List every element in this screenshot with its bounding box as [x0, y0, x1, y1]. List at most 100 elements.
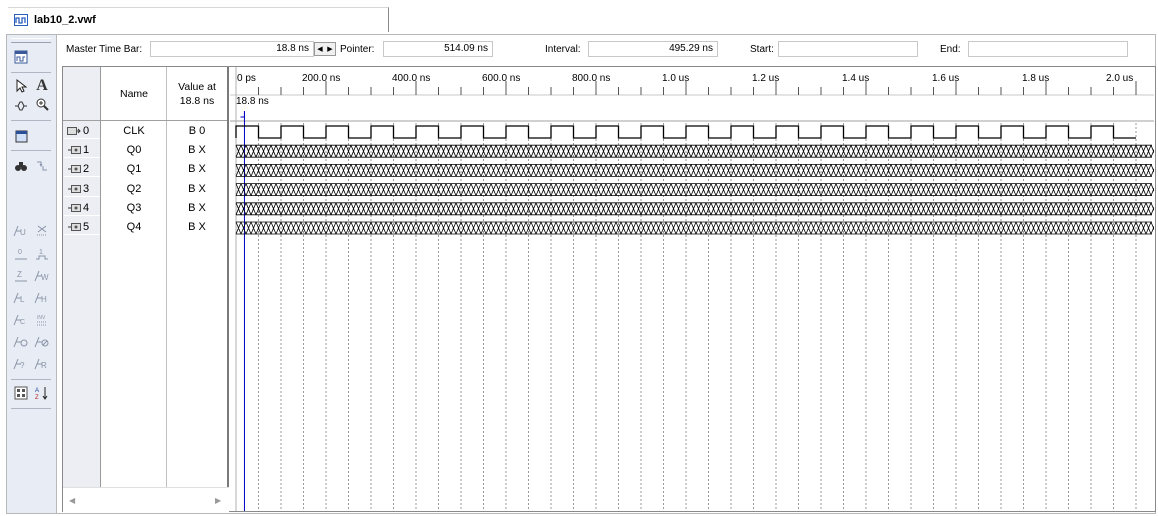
clock-value-icon[interactable] [11, 333, 31, 351]
signal-index-2[interactable]: 2 [64, 162, 100, 178]
weak-low-icon[interactable]: Z [11, 267, 31, 285]
count-value-icon[interactable]: C [11, 311, 31, 329]
arrow-right-icon[interactable]: ▶ [327, 46, 333, 53]
arbitrary-value-icon[interactable] [32, 333, 52, 351]
unknown-waveform-q3[interactable] [235, 202, 1154, 215]
waveform-select-icon[interactable] [11, 97, 31, 115]
signal-name[interactable]: Q0 [126, 144, 142, 157]
waveform-display[interactable]: 0 ps 200.0 ns 400.0 ns 600.0 ns 800.0 ns 1.0 … [230, 67, 1154, 511]
output-pin-icon [68, 184, 81, 193]
master-marker-label: 18.8 ns [236, 96, 269, 107]
end-field[interactable] [968, 41, 1128, 57]
high-impedance-icon[interactable]: H [32, 289, 52, 307]
signal-index-3[interactable]: 3 [64, 182, 100, 197]
arrow-left-icon[interactable]: ◀ [317, 46, 323, 53]
group-icon[interactable] [11, 384, 31, 402]
forcing-unknown-icon[interactable]: R [32, 355, 52, 373]
document-tab-bar: lab10_2.vwf [0, 0, 1158, 34]
signal-name[interactable]: Q3 [126, 201, 142, 214]
document-tab[interactable]: lab10_2.vwf [8, 7, 389, 32]
palette-separator [11, 379, 51, 380]
signal-index-number: 1 [83, 144, 90, 157]
name-column-header[interactable]: Name [101, 67, 167, 121]
forcing-low-icon[interactable]: 0 [11, 245, 31, 263]
uninitialized-icon[interactable]: U [11, 222, 31, 240]
value-header-line1: Value at [178, 80, 216, 93]
signal-index-1[interactable]: 1 [64, 143, 100, 159]
name-pane-scrollbar[interactable]: ◀ ▶ [63, 487, 229, 512]
select-pointer-icon[interactable] [11, 77, 31, 95]
start-label: Start: [750, 44, 774, 55]
signal-name[interactable]: Q2 [126, 182, 142, 195]
value-column [167, 67, 229, 487]
time-tick-label: 0 ps [237, 73, 256, 84]
find-icon[interactable] [11, 157, 31, 175]
waveform-editor-icon[interactable] [11, 48, 31, 66]
svg-text:INV: INV [37, 315, 46, 321]
weak-unknown-icon[interactable]: L [11, 289, 31, 307]
start-field[interactable] [778, 41, 918, 57]
tool-palette: A U 0 1 Z W L H C INV [7, 35, 57, 513]
zoom-icon[interactable] [32, 95, 52, 113]
name-header-text: Name [119, 87, 148, 100]
scroll-right-icon[interactable]: ▶ [215, 496, 222, 505]
master-time-bar-label: Master Time Bar: [66, 44, 143, 55]
input-pin-icon [67, 127, 81, 135]
signal-name[interactable]: Q4 [126, 221, 142, 233]
signal-index-5[interactable]: 5 [64, 220, 100, 235]
svg-text:R: R [41, 361, 47, 370]
signal-value: B X [188, 144, 206, 157]
time-tick-label: 800.0 ns [572, 73, 610, 84]
value-column-header[interactable]: Value at 18.8 ns [167, 67, 227, 121]
master-time-bar-field[interactable]: 18.8 ns [150, 41, 314, 57]
clk-waveform[interactable] [235, 125, 1136, 139]
time-bar-header: Master Time Bar: 18.8 ns ◀ ▶ Pointer: 51… [58, 38, 1154, 62]
signal-index-number: 2 [83, 163, 90, 176]
end-label: End: [940, 44, 961, 55]
unknown-waveform-q2[interactable] [235, 183, 1154, 196]
invert-icon[interactable]: INV [32, 311, 52, 329]
signal-index-0[interactable]: 0 [64, 124, 100, 139]
palette-separator [11, 120, 51, 121]
random-value-icon[interactable]: ? [11, 355, 31, 373]
svg-text:U: U [20, 228, 26, 237]
signal-index-number: 3 [83, 182, 90, 195]
signal-name[interactable]: Q1 [126, 163, 142, 176]
dont-care-icon[interactable] [32, 222, 52, 240]
svg-text:W: W [41, 273, 49, 282]
time-tick-label: 1.4 us [842, 73, 869, 84]
scroll-left-icon[interactable]: ◀ [69, 496, 76, 505]
svg-text:L: L [20, 295, 25, 304]
interval-label: Interval: [545, 44, 581, 55]
signal-index-number: 5 [83, 221, 90, 233]
document-tab-title: lab10_2.vwf [34, 14, 96, 26]
time-tick-label: 1.8 us [1022, 73, 1049, 84]
palette-separator [11, 408, 51, 409]
replace-icon[interactable] [32, 157, 52, 175]
svg-text:H: H [41, 295, 47, 304]
palette-separator [11, 150, 51, 151]
svg-text:Z: Z [17, 270, 22, 279]
full-screen-icon[interactable] [11, 127, 31, 145]
waveform-file-icon [14, 14, 28, 26]
text-tool-icon[interactable]: A [36, 77, 48, 94]
signal-name[interactable]: CLK [123, 125, 145, 137]
pointer-label: Pointer: [340, 44, 375, 55]
forcing-high-icon[interactable]: 1 [32, 245, 52, 263]
signal-value: B X [188, 221, 206, 233]
unknown-waveform-q4[interactable] [235, 221, 1154, 235]
unknown-waveform-q1[interactable] [235, 164, 1154, 177]
interval-field: 495.29 ns [588, 41, 718, 57]
svg-text:Z: Z [35, 395, 39, 400]
master-time-bar-spinner[interactable]: ◀ ▶ [314, 42, 336, 56]
time-ruler [230, 67, 1154, 121]
signal-index-number: 4 [83, 201, 90, 214]
palette-grip [11, 38, 51, 43]
svg-text:?: ? [20, 361, 25, 370]
unknown-waveform-q0[interactable] [235, 145, 1154, 158]
svg-text:1: 1 [39, 249, 43, 256]
signal-index-4[interactable]: 4 [64, 201, 100, 216]
weak-high-icon[interactable]: W [32, 267, 52, 285]
output-pin-icon [68, 146, 81, 155]
